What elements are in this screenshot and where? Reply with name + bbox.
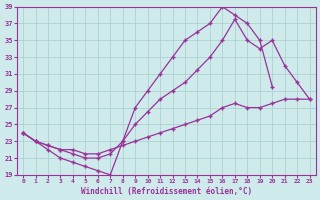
X-axis label: Windchill (Refroidissement éolien,°C): Windchill (Refroidissement éolien,°C)	[81, 187, 252, 196]
